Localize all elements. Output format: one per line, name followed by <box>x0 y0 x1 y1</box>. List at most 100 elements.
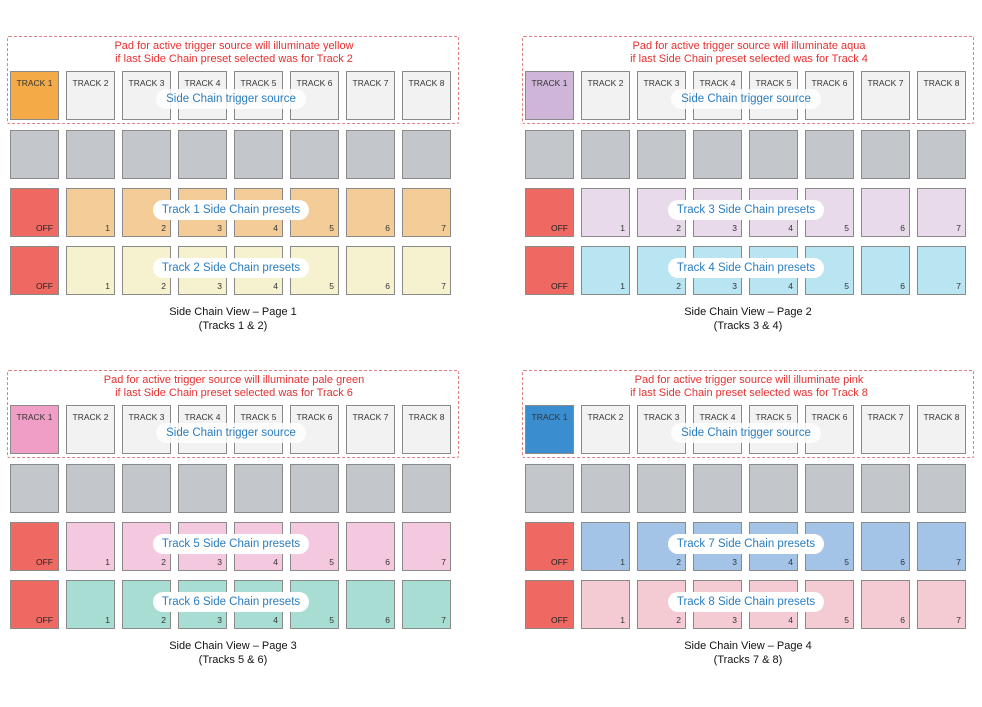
grey-pad[interactable] <box>917 130 966 179</box>
trigger-pad-track-2[interactable]: TRACK 2 <box>66 71 115 120</box>
grey-pad[interactable] <box>861 130 910 179</box>
preset-number: 7 <box>441 223 446 233</box>
preset-number: 6 <box>385 615 390 625</box>
off-pad[interactable]: OFF <box>10 188 59 237</box>
preset-pad-7[interactable]: 7 <box>402 580 451 629</box>
grey-pad[interactable] <box>637 464 686 513</box>
preset-pad-6[interactable]: 6 <box>346 580 395 629</box>
grey-pad[interactable] <box>581 130 630 179</box>
grey-pad[interactable] <box>917 464 966 513</box>
preset-pad-6[interactable]: 6 <box>346 188 395 237</box>
grey-pad[interactable] <box>805 130 854 179</box>
off-pad[interactable]: OFF <box>525 246 574 295</box>
grey-pad[interactable] <box>346 464 395 513</box>
preset-pad-1[interactable]: 1 <box>66 522 115 571</box>
grey-pad[interactable] <box>66 130 115 179</box>
note-line-2: if last Side Chain preset selected was f… <box>630 387 868 399</box>
trigger-pad-track-8[interactable]: TRACK 8 <box>402 71 451 120</box>
trigger-pad-track-1[interactable]: TRACK 1 <box>10 71 59 120</box>
trigger-pad-track-8[interactable]: TRACK 8 <box>917 405 966 454</box>
track-label: TRACK 6 <box>296 78 333 88</box>
grey-pad[interactable] <box>122 464 171 513</box>
trigger-pad-track-1[interactable]: TRACK 1 <box>525 405 574 454</box>
preset-pad-7[interactable]: 7 <box>402 188 451 237</box>
trigger-pad-track-8[interactable]: TRACK 8 <box>917 71 966 120</box>
grey-pad[interactable] <box>234 130 283 179</box>
grey-pad[interactable] <box>525 130 574 179</box>
grey-pad[interactable] <box>234 464 283 513</box>
grey-pad[interactable] <box>290 464 339 513</box>
note-line-1: Pad for active trigger source will illum… <box>103 374 365 386</box>
track-label: TRACK 2 <box>72 412 109 422</box>
preset-pad-6[interactable]: 6 <box>861 580 910 629</box>
trigger-pad-track-6[interactable]: TRACK 6 <box>290 405 339 454</box>
preset-number: 6 <box>900 615 905 625</box>
grey-pad[interactable] <box>861 464 910 513</box>
grey-pad[interactable] <box>122 130 171 179</box>
preset-number: 3 <box>732 615 737 625</box>
grey-pad[interactable] <box>290 130 339 179</box>
preset-number: 2 <box>161 281 166 291</box>
trigger-pad-track-2[interactable]: TRACK 2 <box>581 405 630 454</box>
preset-pad-1[interactable]: 1 <box>581 246 630 295</box>
trigger-source-note-box: Pad for active trigger source will illum… <box>7 36 459 124</box>
preset-number: 7 <box>441 615 446 625</box>
trigger-pad-track-2[interactable]: TRACK 2 <box>66 405 115 454</box>
preset-pad-1[interactable]: 1 <box>581 188 630 237</box>
off-pad[interactable]: OFF <box>525 188 574 237</box>
grey-pad[interactable] <box>693 464 742 513</box>
grey-pad[interactable] <box>66 464 115 513</box>
off-pad[interactable]: OFF <box>525 522 574 571</box>
grey-pad[interactable] <box>346 130 395 179</box>
preset-pad-1[interactable]: 1 <box>581 580 630 629</box>
grey-pad[interactable] <box>805 464 854 513</box>
off-pad[interactable]: OFF <box>10 522 59 571</box>
off-pad[interactable]: OFF <box>10 246 59 295</box>
preset-pad-1[interactable]: 1 <box>66 188 115 237</box>
trigger-pad-track-1[interactable]: TRACK 1 <box>525 71 574 120</box>
off-pad[interactable]: OFF <box>10 580 59 629</box>
trigger-pad-track-7[interactable]: TRACK 7 <box>346 405 395 454</box>
preset-pad-6[interactable]: 6 <box>346 522 395 571</box>
preset-pad-6[interactable]: 6 <box>861 246 910 295</box>
track-label: TRACK 2 <box>587 412 624 422</box>
preset-pad-6[interactable]: 6 <box>861 522 910 571</box>
grey-pad[interactable] <box>637 130 686 179</box>
grey-pad[interactable] <box>525 464 574 513</box>
grey-pad[interactable] <box>581 464 630 513</box>
preset-pad-1[interactable]: 1 <box>66 246 115 295</box>
preset-pad-6[interactable]: 6 <box>346 246 395 295</box>
preset-pad-1[interactable]: 1 <box>66 580 115 629</box>
grey-pad[interactable] <box>402 464 451 513</box>
preset-pad-7[interactable]: 7 <box>402 246 451 295</box>
trigger-pad-track-7[interactable]: TRACK 7 <box>861 71 910 120</box>
off-pad[interactable]: OFF <box>525 580 574 629</box>
grey-pad[interactable] <box>10 130 59 179</box>
trigger-pad-track-8[interactable]: TRACK 8 <box>402 405 451 454</box>
preset-pad-7[interactable]: 7 <box>402 522 451 571</box>
preset-pad-1[interactable]: 1 <box>581 522 630 571</box>
trigger-source-note: Pad for active trigger source will illum… <box>8 374 460 400</box>
note-line-2: if last Side Chain preset selected was f… <box>115 387 353 399</box>
track-label: TRACK 8 <box>408 412 445 422</box>
preset-number: 5 <box>844 615 849 625</box>
grey-pad[interactable] <box>10 464 59 513</box>
grey-pad[interactable] <box>178 464 227 513</box>
grey-pad[interactable] <box>693 130 742 179</box>
track-label: TRACK 3 <box>128 412 165 422</box>
trigger-pad-track-1[interactable]: TRACK 1 <box>10 405 59 454</box>
grey-pad[interactable] <box>749 130 798 179</box>
trigger-pad-track-7[interactable]: TRACK 7 <box>346 71 395 120</box>
grey-pad[interactable] <box>749 464 798 513</box>
off-label: OFF <box>36 281 53 291</box>
trigger-pad-track-7[interactable]: TRACK 7 <box>861 405 910 454</box>
preset-pad-7[interactable]: 7 <box>917 246 966 295</box>
preset-pad-6[interactable]: 6 <box>861 188 910 237</box>
preset-pad-7[interactable]: 7 <box>917 522 966 571</box>
trigger-pad-track-2[interactable]: TRACK 2 <box>581 71 630 120</box>
grey-pad[interactable] <box>178 130 227 179</box>
preset-pad-7[interactable]: 7 <box>917 580 966 629</box>
preset-pad-7[interactable]: 7 <box>917 188 966 237</box>
grey-pad[interactable] <box>402 130 451 179</box>
preset-pad-5[interactable]: 5 <box>290 246 339 295</box>
